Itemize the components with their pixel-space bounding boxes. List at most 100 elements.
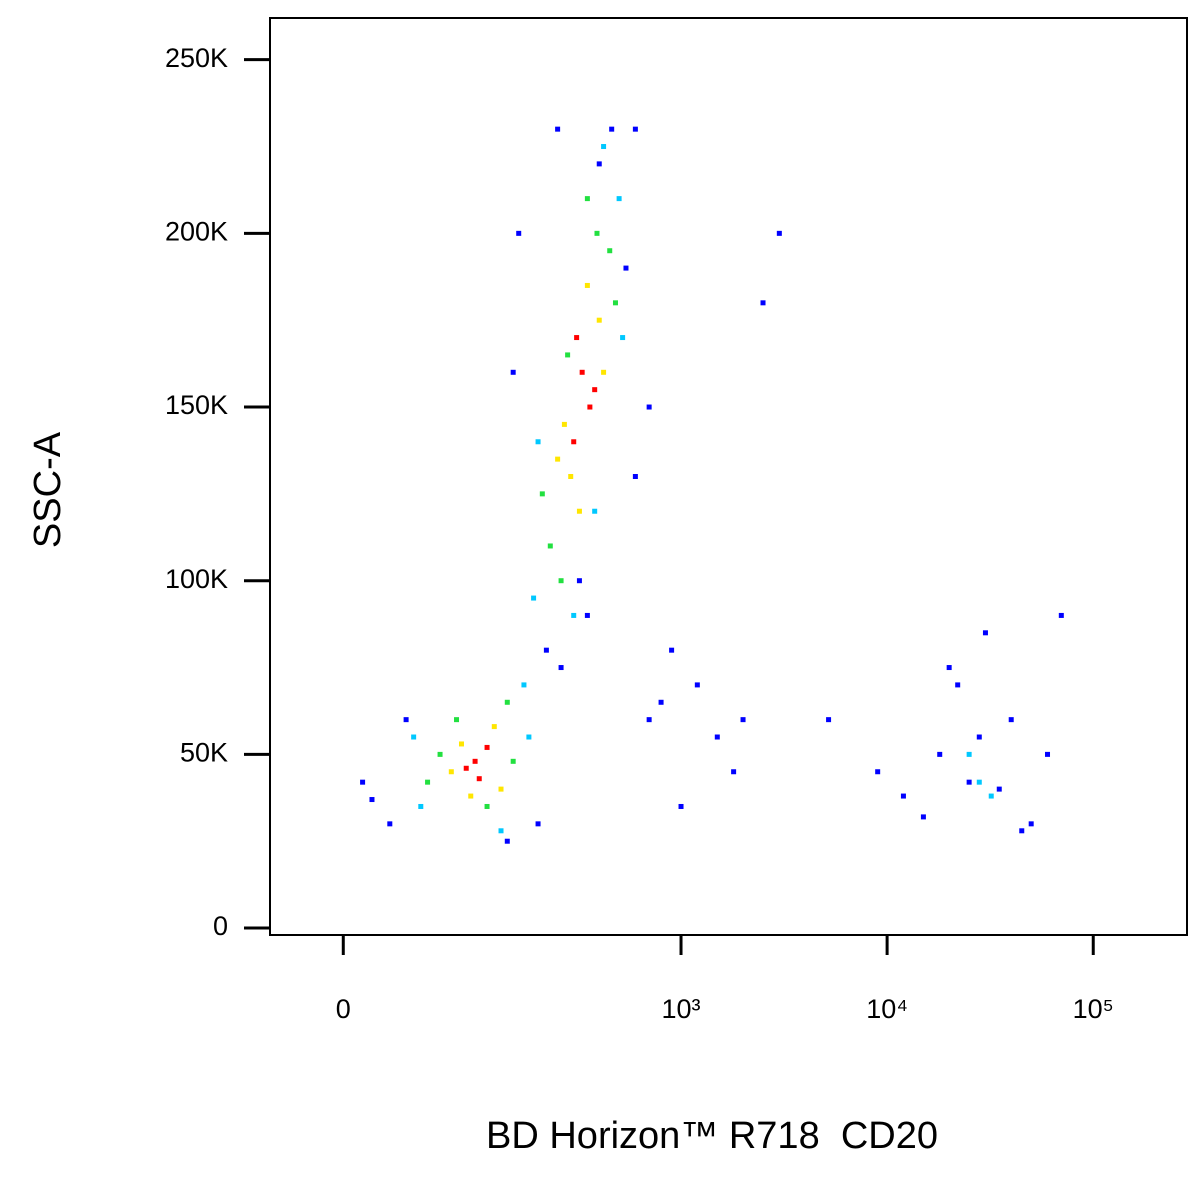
point [458, 741, 464, 747]
point [491, 724, 497, 730]
point [632, 126, 638, 132]
point [498, 828, 504, 834]
point [988, 793, 994, 799]
point [574, 335, 580, 341]
point [601, 144, 607, 150]
point [476, 776, 482, 782]
point [369, 797, 375, 803]
point [594, 230, 600, 236]
point [576, 508, 582, 514]
x-tick-label: 10³ [662, 994, 701, 1024]
point [555, 126, 561, 132]
point [579, 369, 585, 375]
point [731, 769, 737, 775]
y-tick-label: 200K [165, 216, 228, 246]
point [592, 387, 598, 393]
point [571, 612, 577, 618]
x-tick-label: 10⁴ [866, 994, 908, 1024]
point [678, 803, 684, 809]
y-tick-label: 250K [165, 43, 228, 73]
point [996, 786, 1002, 792]
point [576, 578, 582, 584]
point [448, 769, 454, 775]
point [584, 612, 590, 618]
point [826, 717, 832, 723]
point [760, 300, 766, 306]
point [875, 769, 881, 775]
point [561, 421, 567, 427]
point [966, 779, 972, 785]
point [425, 779, 431, 785]
point [543, 647, 549, 653]
y-tick-label: 50K [180, 738, 228, 768]
y-tick-label: 0 [213, 911, 228, 941]
y-axis-title: SSC-A [27, 431, 69, 548]
point [1019, 828, 1025, 834]
point [632, 474, 638, 479]
point [558, 665, 564, 671]
point [484, 744, 490, 750]
point [387, 821, 393, 827]
point [1008, 717, 1014, 723]
point [607, 248, 613, 254]
point [620, 335, 626, 341]
y-tick-label: 150K [165, 390, 228, 420]
point [776, 230, 782, 236]
point [937, 751, 943, 757]
point [1058, 612, 1064, 618]
point [411, 734, 417, 740]
point [982, 630, 988, 636]
point [955, 682, 961, 688]
point [535, 821, 541, 827]
y-tick-label: 100K [165, 564, 228, 594]
point [403, 717, 409, 723]
point [601, 369, 607, 375]
x-axis-title: BD Horizon™ R718 CD20 [486, 1115, 938, 1157]
point [616, 196, 622, 202]
point [526, 734, 532, 740]
point [900, 793, 906, 799]
point [623, 265, 629, 271]
point [521, 682, 527, 688]
point [558, 578, 564, 584]
point [646, 717, 652, 723]
point [472, 758, 478, 764]
point [547, 543, 553, 549]
point [504, 699, 510, 705]
point [484, 803, 490, 809]
point [1045, 751, 1051, 757]
point [568, 474, 574, 479]
point [516, 230, 522, 236]
point [740, 717, 746, 723]
point [946, 665, 952, 671]
point [587, 404, 593, 410]
point [463, 765, 469, 771]
point [418, 803, 424, 809]
point [468, 793, 474, 799]
point [555, 456, 561, 462]
point [584, 282, 590, 288]
point [1028, 821, 1034, 827]
point [437, 751, 443, 757]
point [976, 779, 982, 785]
point [976, 734, 982, 740]
point [646, 404, 652, 410]
point [609, 126, 615, 132]
point [504, 838, 510, 844]
point [531, 595, 537, 601]
point [658, 699, 664, 705]
point [535, 439, 541, 445]
point [966, 751, 972, 757]
point [694, 682, 700, 688]
x-tick-label: 10⁵ [1073, 994, 1114, 1024]
point [612, 300, 618, 306]
point [498, 786, 504, 792]
point [596, 161, 602, 167]
point [565, 352, 571, 358]
point [714, 734, 720, 740]
point [596, 317, 602, 323]
point [510, 758, 516, 764]
point [920, 814, 926, 820]
point [669, 647, 675, 653]
